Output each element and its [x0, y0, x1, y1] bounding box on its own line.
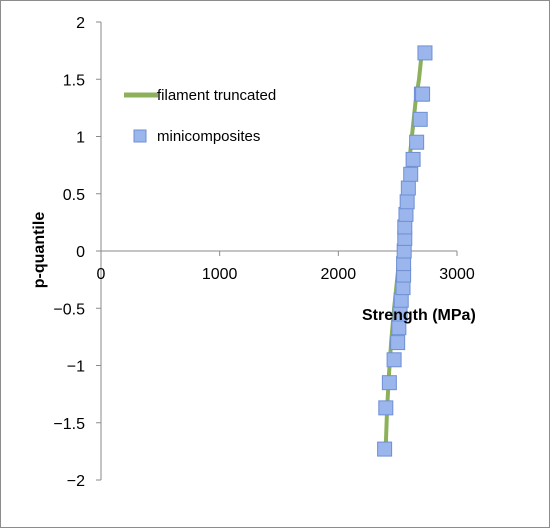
x-tick-label: 1000: [202, 266, 238, 283]
y-tick-label: 1: [76, 130, 85, 147]
data-point-minicomposite: [415, 86, 431, 102]
legend: filament truncated minicomposites: [124, 87, 276, 145]
data-point-minicomposite: [393, 292, 409, 308]
data-point-minicomposite: [377, 441, 393, 457]
x-tick-label: 2000: [321, 266, 357, 283]
y-tick-labels: −2 −1.5 −1 −0.5 0 0.5 1 1.5 2: [53, 15, 101, 490]
data-point-minicomposite: [412, 111, 428, 127]
y-axis-title: p-quantile: [31, 212, 48, 289]
x-tick-labels: 0 1000 2000 3000: [97, 251, 475, 283]
data-point-minicomposite: [390, 335, 406, 351]
y-tick-label: −2: [67, 473, 85, 490]
data-point-minicomposite: [403, 166, 419, 182]
legend-marker-swatch: [133, 129, 147, 143]
y-tick-label: −1.5: [53, 416, 85, 433]
data-point-minicomposite: [397, 219, 413, 235]
x-axis-title: Strength (MPa): [362, 307, 476, 324]
data-point-minicomposite: [381, 375, 397, 391]
y-tick-label: 0: [76, 244, 85, 261]
data-point-minicomposite: [409, 134, 425, 150]
series-layer: [377, 45, 433, 457]
data-point-minicomposite: [396, 256, 412, 272]
data-point-minicomposite: [396, 243, 412, 259]
data-point-minicomposite: [417, 45, 433, 61]
y-tick-label: −0.5: [53, 301, 85, 318]
data-point-minicomposite: [378, 400, 394, 416]
x-tick-label: 3000: [439, 266, 475, 283]
x-tick-label: 0: [97, 266, 106, 283]
y-tick-label: 2: [76, 15, 85, 32]
y-tick-label: 1.5: [63, 72, 85, 89]
data-point-minicomposite: [398, 206, 414, 222]
data-point-minicomposite: [400, 180, 416, 196]
y-tick-label: −1: [67, 359, 85, 376]
legend-label-filament-truncated: filament truncated: [157, 87, 276, 104]
data-point-minicomposite: [399, 194, 415, 210]
data-point-minicomposite: [405, 151, 421, 167]
y-tick-label: 0.5: [63, 187, 85, 204]
data-point-minicomposite: [395, 280, 411, 296]
data-point-minicomposite: [386, 352, 402, 368]
legend-label-minicomposites: minicomposites: [157, 128, 260, 145]
